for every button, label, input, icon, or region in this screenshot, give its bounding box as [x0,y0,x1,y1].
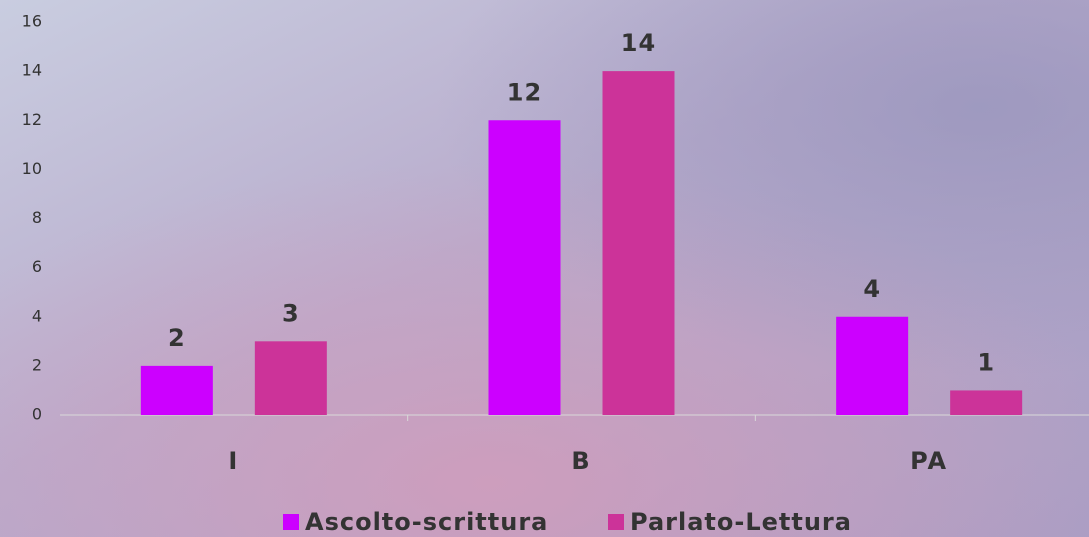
y-tick-label: 6 [32,257,42,276]
data-label: 14 [621,29,656,57]
y-tick-label: 12 [22,110,42,129]
data-label: 4 [863,275,881,303]
legend-label: Parlato-Lettura [630,508,852,536]
y-tick-label: 10 [22,159,42,178]
y-tick-label: 4 [32,306,42,325]
x-tick-label: I [228,447,239,475]
bar [488,120,561,415]
bar [950,390,1023,415]
y-tick-label: 8 [32,208,42,227]
legend-label: Ascolto-scrittura [305,508,548,536]
y-tick-label: 0 [32,405,42,424]
y-tick-label: 14 [22,61,42,80]
legend-swatch [283,514,299,530]
data-label: 1 [977,348,995,376]
legend-swatch [608,514,624,530]
bar [254,341,327,415]
bar [602,71,675,415]
data-label: 12 [507,78,542,106]
y-tick-label: 2 [32,355,42,374]
y-tick-label: 16 [22,12,42,31]
bar [836,316,909,415]
x-tick-label: B [571,447,591,475]
data-label: 2 [168,324,186,352]
x-tick-label: PA [910,447,948,475]
bar [140,365,213,415]
data-label: 3 [282,299,300,327]
